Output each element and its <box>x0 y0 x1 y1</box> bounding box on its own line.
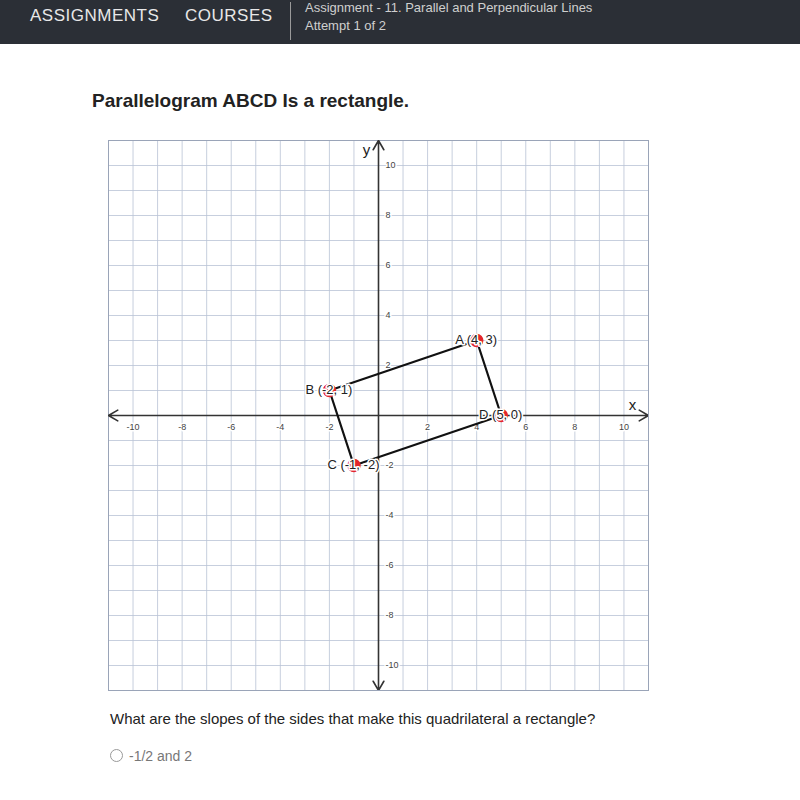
svg-text:8: 8 <box>386 210 391 220</box>
svg-text:8: 8 <box>572 422 577 432</box>
svg-text:-4: -4 <box>386 510 394 520</box>
html-text:COURSES: COURSES <box>185 6 273 25</box>
svg-text:-10: -10 <box>386 660 399 670</box>
html-text:What are the slopes of the sid: What are the slopes of the sides that ma… <box>110 710 596 727</box>
svg-text:-8: -8 <box>178 422 186 432</box>
svg-text:-6: -6 <box>386 560 394 570</box>
html-text:-1/2 and 2: -1/2 and 2 <box>129 748 193 764</box>
svg-text:x: x <box>629 396 637 413</box>
svg-text:2: 2 <box>385 360 391 371</box>
svg-text:C (-1, -2): C (-1, -2) <box>327 457 379 472</box>
svg-text:4: 4 <box>386 310 391 320</box>
svg-text:-4: -4 <box>276 422 284 432</box>
svg-text:-6: -6 <box>227 422 235 432</box>
svg-text:10: 10 <box>386 160 396 170</box>
svg-text:4: 4 <box>474 422 480 433</box>
svg-text:y: y <box>363 141 371 158</box>
svg-text:6: 6 <box>523 422 528 432</box>
svg-text:2: 2 <box>425 422 430 432</box>
html-text:Parallelogram ABCD Is a rectan: Parallelogram ABCD Is a rectangle. <box>92 90 410 111</box>
html-text:Assignment - 11. Parallel and: Assignment - 11. Parallel and Perpendicu… <box>305 0 593 15</box>
svg-text:-10: -10 <box>127 422 140 432</box>
svg-text:-2: -2 <box>325 422 333 432</box>
svg-text:B (-2, 1): B (-2, 1) <box>305 382 352 397</box>
svg-text:-8: -8 <box>386 610 394 620</box>
html-text:ASSIGNMENTS: ASSIGNMENTS <box>30 6 160 25</box>
html-text:Attempt 1 of 2: Attempt 1 of 2 <box>305 18 386 33</box>
svg-text:-2: -2 <box>386 460 394 470</box>
svg-text:D (5, 0): D (5, 0) <box>479 407 522 422</box>
svg-text:A (4, 3): A (4, 3) <box>455 332 497 347</box>
svg-text:6: 6 <box>386 260 391 270</box>
svg-text:10: 10 <box>619 422 629 432</box>
